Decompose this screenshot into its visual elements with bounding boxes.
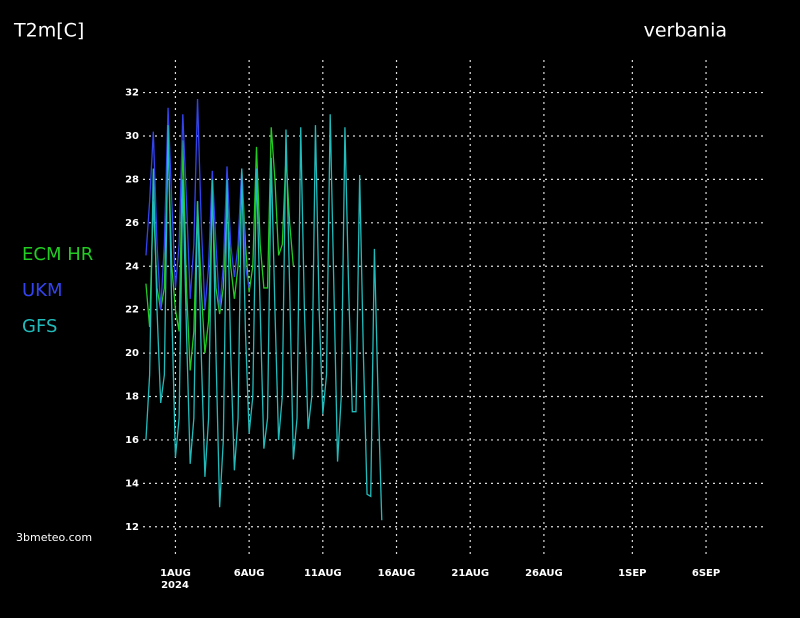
- x-tick-label: 6AUG: [234, 568, 265, 579]
- y-tick-label: 32: [125, 88, 139, 99]
- x-tick-label: 16AUG: [378, 568, 416, 579]
- source: 3bmeteo.com: [16, 531, 92, 544]
- legend-entry: ECM HR: [22, 244, 93, 265]
- y-tick-label: 18: [125, 392, 139, 403]
- y-tick-label: 16: [125, 435, 139, 446]
- x-tick-label: 1SEP: [618, 568, 646, 579]
- y-tick-label: 22: [125, 305, 139, 316]
- y-tick-label: 26: [125, 218, 139, 229]
- series-line: [145, 114, 383, 521]
- x-tick-label: 26AUG: [525, 568, 563, 579]
- x-tick-label: 21AUG: [451, 568, 489, 579]
- x-tick-label: 11AUG: [304, 568, 342, 579]
- y-tick-label: 20: [125, 348, 139, 359]
- x-tick-label: 6SEP: [692, 568, 720, 579]
- x-tick-label: 1AUG: [160, 568, 191, 579]
- y-tick-label: 24: [125, 261, 139, 272]
- y-tick-label: 28: [125, 174, 139, 185]
- y-tick-label: 30: [125, 131, 139, 142]
- y-tick-label: 14: [125, 478, 139, 489]
- series-line: [145, 99, 250, 310]
- x-year-label: 2024: [161, 580, 189, 591]
- location: verbania: [644, 20, 727, 42]
- chart-title: T2m[C]: [13, 20, 84, 42]
- legend-entry: GFS: [22, 316, 57, 337]
- y-tick-label: 12: [125, 522, 139, 533]
- legend-entry: UKM: [22, 280, 63, 301]
